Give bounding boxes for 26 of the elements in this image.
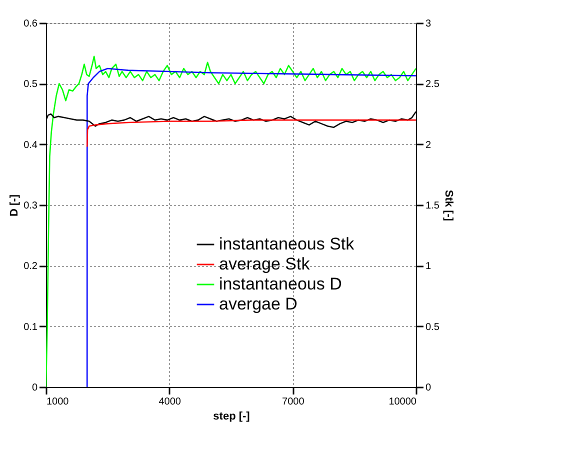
y-tick-label: 0 xyxy=(32,382,38,394)
y-tick-label: 0.2 xyxy=(24,261,38,272)
legend-label: instantaneous D xyxy=(219,274,342,294)
y-tick-label: 0.3 xyxy=(24,200,38,212)
x-tick-label: 10000 xyxy=(388,396,417,408)
y2-tick-label: 2 xyxy=(426,140,432,151)
y-tick-label: 0.5 xyxy=(24,79,38,90)
y2-tick-label: 0.5 xyxy=(426,322,440,333)
x-axis-title: step [-] xyxy=(213,410,250,422)
y2-tick-label: 2.5 xyxy=(426,79,440,90)
y2-tick-label: 1 xyxy=(426,261,432,272)
x-tick-label: 1000 xyxy=(46,396,70,408)
y-tick-label: 0.4 xyxy=(24,140,38,151)
legend-label: average Stk xyxy=(219,254,310,274)
y-tick-label: 0.1 xyxy=(24,322,38,333)
x-tick-label: 4000 xyxy=(158,396,182,408)
y-axis-title: D [-] xyxy=(8,194,21,216)
legend-label: avergae D xyxy=(219,294,298,314)
y2-tick-label: 1.5 xyxy=(426,200,440,212)
y-tick-label: 0.6 xyxy=(24,18,38,30)
x-tick-label: 7000 xyxy=(282,396,305,408)
y2-tick-label: 3 xyxy=(426,18,432,30)
y2-axis-title: Stk [-] xyxy=(442,190,454,222)
legend-label: instantaneous Stk xyxy=(219,234,355,254)
y2-tick-label: 0 xyxy=(426,382,432,394)
line-series xyxy=(86,119,416,148)
